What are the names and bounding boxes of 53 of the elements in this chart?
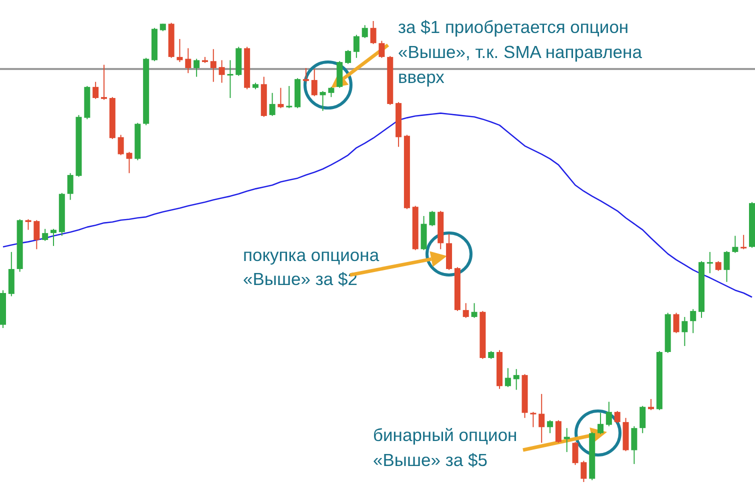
candlestick xyxy=(732,235,738,254)
candlestick xyxy=(353,34,360,58)
candlestick xyxy=(92,81,99,100)
candlestick xyxy=(606,401,612,427)
candlestick xyxy=(118,134,124,156)
candlestick xyxy=(126,151,132,174)
candlestick xyxy=(555,420,562,444)
candlestick xyxy=(429,210,436,227)
candlestick xyxy=(25,218,32,230)
annotation: бинарный опцион «Выше» за $5 xyxy=(373,425,518,470)
candlestick xyxy=(302,68,309,82)
candlestick xyxy=(538,393,545,444)
candlestick xyxy=(547,420,554,434)
candlestick xyxy=(378,40,385,58)
candlestick xyxy=(673,312,680,334)
annotation: за $1 приобретается опцион «Выше», т.к. SMA направлена вверх xyxy=(398,17,642,87)
candlestick xyxy=(631,426,638,465)
candlestick xyxy=(50,228,56,246)
candlestick xyxy=(311,68,318,97)
candlestick xyxy=(320,90,326,112)
candlestick xyxy=(227,60,234,98)
candlestick xyxy=(640,405,646,434)
candlestick xyxy=(210,48,216,82)
candlestick xyxy=(34,220,40,250)
candlestick xyxy=(42,228,48,242)
candlestick xyxy=(218,60,225,84)
candlestick xyxy=(176,38,183,63)
candlestick xyxy=(598,412,604,435)
candlestick xyxy=(580,460,587,482)
candlestick xyxy=(690,308,696,334)
candlestick xyxy=(278,87,284,109)
candlestick xyxy=(530,411,536,428)
candlestick xyxy=(185,48,192,74)
candlestick xyxy=(370,20,376,45)
candlestick xyxy=(572,441,578,466)
candlestick xyxy=(706,251,713,274)
candlestick xyxy=(345,50,352,64)
candlestick xyxy=(269,92,276,116)
candlestick xyxy=(513,368,520,390)
candlestick xyxy=(504,368,511,388)
candlestick xyxy=(362,24,368,39)
candlestick xyxy=(67,172,74,200)
candlestick xyxy=(682,316,688,347)
candlestick xyxy=(286,86,292,109)
candlestick xyxy=(471,302,478,318)
candlestick xyxy=(715,260,722,272)
candlestick xyxy=(614,410,620,424)
candlestick xyxy=(194,58,200,78)
candlestick xyxy=(740,234,747,250)
candlestick xyxy=(462,302,469,318)
candlestick xyxy=(100,64,107,100)
candlestick xyxy=(328,86,334,98)
candlestick xyxy=(724,250,730,282)
